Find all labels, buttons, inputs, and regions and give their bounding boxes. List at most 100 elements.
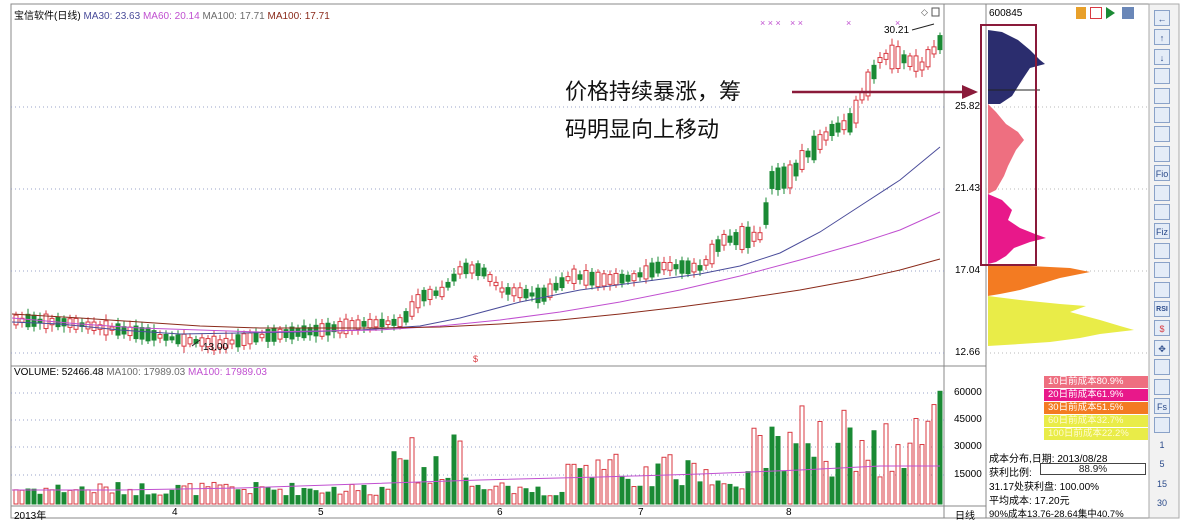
candle [397, 317, 403, 328]
toolbar-button[interactable] [1154, 68, 1170, 85]
toolbar-button[interactable]: ✥ [1154, 339, 1170, 356]
volume-bar [799, 405, 805, 505]
volume-bar [391, 451, 397, 505]
candle [493, 281, 499, 287]
volume-bar [265, 487, 271, 505]
volume-bar [343, 490, 349, 505]
candlestick-series [13, 32, 943, 355]
toolbar-button[interactable] [1154, 242, 1170, 259]
candle [745, 226, 751, 249]
volume-bar [433, 456, 439, 505]
period-label[interactable]: 日线 [955, 511, 975, 522]
toolbar-button[interactable]: ↓ [1154, 48, 1170, 65]
play-icon[interactable] [1106, 7, 1115, 19]
candle [853, 99, 859, 124]
candle [739, 226, 745, 250]
toolbar-button[interactable]: 1 [1159, 439, 1165, 450]
toolbar-button[interactable]: 5 [1159, 459, 1165, 470]
toolbar-button[interactable]: 15 [1156, 478, 1167, 489]
candle [529, 292, 535, 297]
volume-bar [559, 491, 565, 505]
candle [823, 131, 829, 141]
volume-bar [607, 459, 613, 505]
candle [505, 287, 511, 295]
candle [811, 135, 817, 161]
candle [469, 264, 475, 274]
candle [427, 288, 433, 300]
volume-bar [217, 484, 223, 505]
toolbar-button[interactable] [1154, 184, 1170, 201]
candle [199, 337, 205, 347]
candle [709, 243, 715, 265]
toolbar-button[interactable] [1154, 145, 1170, 162]
annotation-arrow [792, 85, 978, 99]
toolbar-button[interactable] [1154, 107, 1170, 123]
candle [403, 311, 409, 323]
volume-bar [583, 464, 589, 505]
volume-ma100-label: MA100: 17989.03 [106, 367, 186, 378]
volume-bar [361, 484, 367, 505]
toolbar-button[interactable]: Fiz [1154, 223, 1170, 240]
toolbar-button[interactable]: Fs [1154, 398, 1170, 414]
candle [913, 55, 919, 72]
candle [541, 287, 547, 302]
volume-bar [289, 482, 295, 505]
toolbar-button[interactable]: Fio [1154, 165, 1170, 182]
cost-mode-icon[interactable] [1090, 7, 1102, 19]
candle [187, 337, 193, 345]
volume-bar [793, 443, 799, 505]
candle [589, 271, 595, 286]
image-icon[interactable] [1122, 7, 1134, 19]
candle [925, 49, 931, 68]
volume-bars [13, 390, 943, 505]
volume-bar [823, 460, 829, 505]
candle [685, 260, 691, 275]
volume-bar [511, 493, 517, 505]
candle [919, 61, 925, 71]
diamond-icon[interactable]: ◇ [921, 7, 928, 17]
volume-bar [763, 467, 769, 505]
toolbar-button[interactable]: 30 [1156, 498, 1167, 508]
toolbar-button[interactable]: $ [1154, 320, 1170, 337]
candle [715, 239, 721, 252]
legend-30day: 30日前成本51.5% [1044, 402, 1148, 414]
volume-bar [313, 490, 319, 505]
volume-bar [37, 493, 43, 505]
toolbar-button[interactable] [1154, 378, 1170, 395]
ma60-line [11, 211, 941, 333]
candle [859, 91, 865, 101]
candle [553, 282, 559, 291]
volume-bar [469, 485, 475, 505]
toolbar-button[interactable]: ← [1154, 10, 1170, 26]
candle [595, 271, 601, 288]
toolbar-button[interactable] [1154, 417, 1170, 434]
time-label: 6 [497, 507, 503, 518]
volume-bar [19, 489, 25, 505]
price-tick: 21.43 [955, 183, 981, 194]
candle [379, 318, 385, 328]
volume-bar [301, 487, 307, 505]
volume-bar [451, 434, 457, 505]
toolbar-button[interactable] [1154, 281, 1170, 298]
toolbar-button[interactable] [1154, 126, 1170, 143]
volume-bar [937, 390, 943, 505]
toolbar-button[interactable] [1154, 262, 1170, 279]
candle [643, 265, 649, 280]
volume-bar [193, 495, 199, 505]
candle [577, 274, 583, 280]
volume-bar [703, 469, 709, 505]
candle [229, 339, 235, 345]
candle [691, 262, 697, 273]
flag-icon[interactable] [1076, 7, 1086, 19]
candle [547, 283, 553, 298]
restore-icon[interactable] [931, 7, 940, 17]
toolbar-button[interactable] [1154, 204, 1170, 220]
toolbar-button[interactable]: ↑ [1154, 29, 1170, 46]
toolbar-button[interactable] [1154, 87, 1170, 104]
toolbar-button[interactable] [1154, 359, 1170, 376]
annotation-line1: 价格持续暴涨，筹 [565, 80, 742, 105]
candle [91, 321, 97, 331]
volume-bar [853, 470, 859, 505]
low-price-label: 13.00 [203, 342, 229, 353]
toolbar-button[interactable]: RSI [1154, 301, 1170, 317]
